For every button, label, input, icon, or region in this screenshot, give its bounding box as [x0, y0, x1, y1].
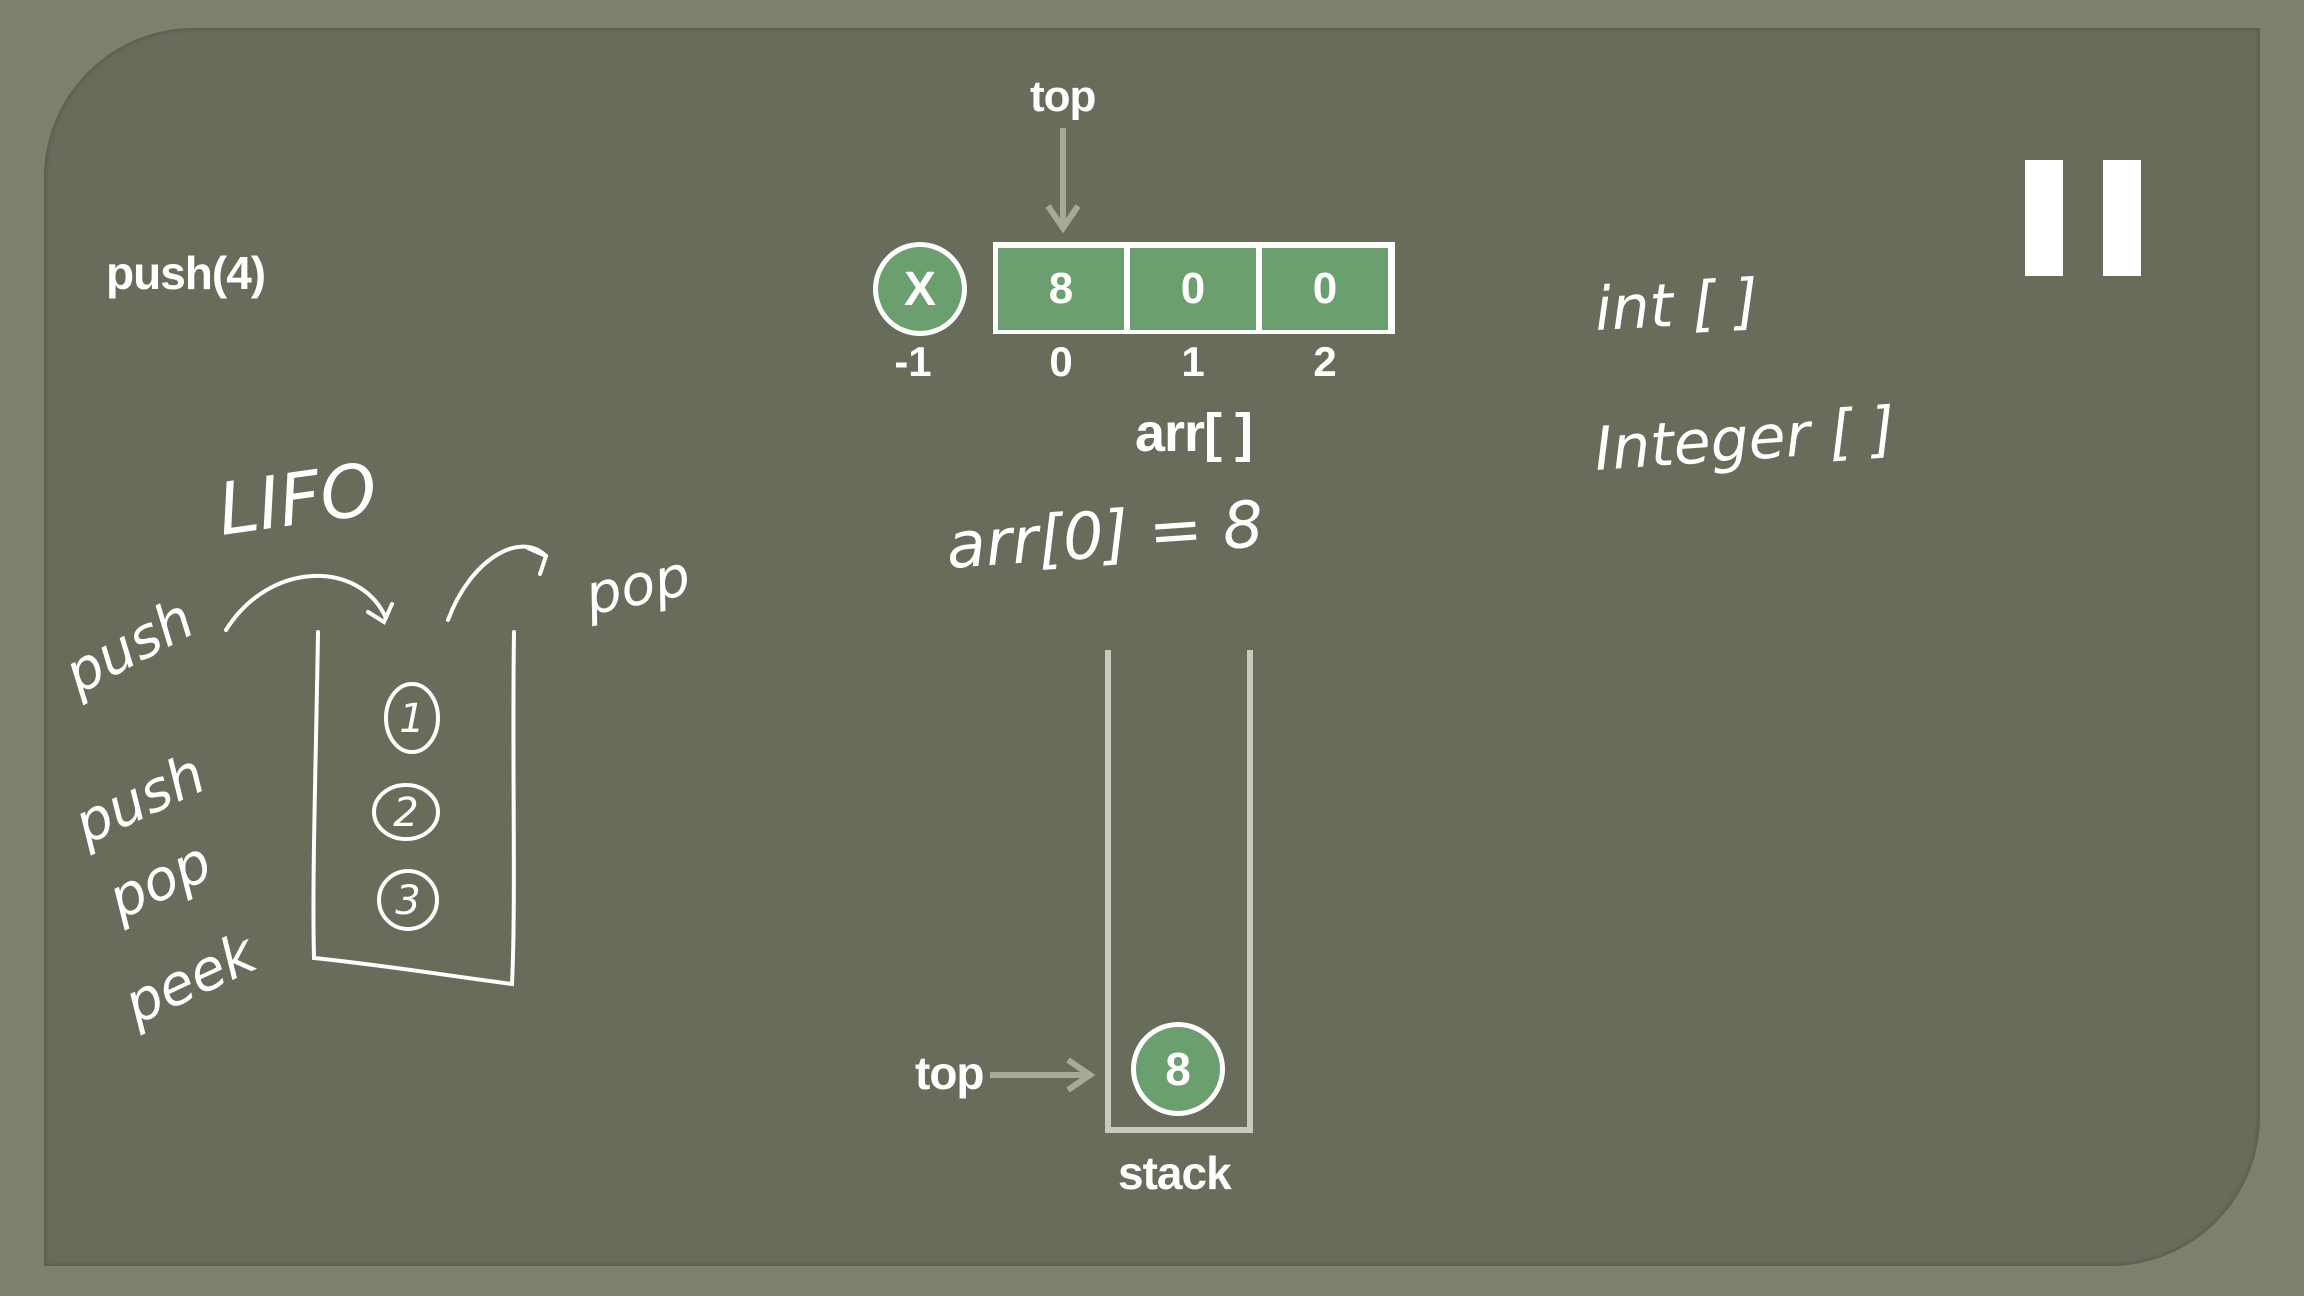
type-note-int: int [ ] [1593, 267, 1760, 345]
op-note-peek: peek [114, 920, 269, 1038]
pop-arrow-note: pop [578, 543, 696, 629]
array-index-1: 1 [1181, 338, 1205, 385]
type-note-integer: Integer [ ] [1592, 394, 1897, 485]
lifo-note: LIFO [213, 446, 383, 551]
array-index-2: 2 [1313, 338, 1337, 385]
assignment-note: arr[0] = 8 [944, 488, 1266, 584]
array-index-0: 0 [1049, 338, 1073, 385]
numbered-item-1: 1 [399, 696, 424, 742]
numbered-item-2: 2 [393, 790, 418, 836]
pause-icon-bar [2103, 160, 2141, 276]
stack-item: 8 [1131, 1022, 1225, 1116]
invalid-index-marker: X [873, 242, 967, 336]
array-cell-2: 0 [1262, 248, 1388, 330]
array-index-minus1: -1 [894, 338, 932, 385]
array-cell-0: 8 [998, 248, 1124, 330]
numbered-item-3: 3 [395, 878, 420, 924]
array-cell-1: 0 [1130, 248, 1256, 330]
array-top-label: top [1030, 72, 1096, 121]
pause-button[interactable] [2020, 156, 2146, 280]
stack-label: stack [1118, 1147, 1232, 1199]
operation-label: push(4) [106, 247, 266, 299]
push-arrow-note: push [53, 586, 204, 708]
pause-icon [2025, 160, 2063, 276]
stack-top-label: top [915, 1047, 985, 1099]
array-name-label: arr[ ] [1135, 403, 1253, 463]
